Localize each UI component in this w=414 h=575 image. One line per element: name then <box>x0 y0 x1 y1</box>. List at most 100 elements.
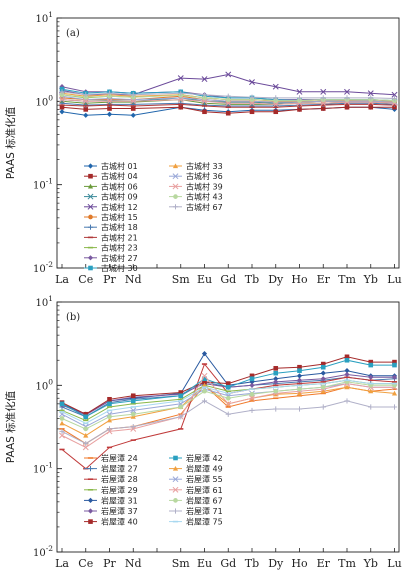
data-point <box>392 362 397 368</box>
legend-label: 古城村 21 <box>101 232 138 242</box>
legend-entry: 古城村 27 <box>84 253 138 263</box>
data-point <box>130 98 137 105</box>
data-point <box>392 104 397 110</box>
legend-entry: 岩屋潭 27 <box>84 464 138 474</box>
data-point <box>130 92 136 98</box>
legend-label: 岩屋潭 49 <box>186 464 223 474</box>
data-point <box>320 370 326 376</box>
legend-swatch-marker <box>87 255 94 261</box>
panel-label: (a) <box>66 28 80 39</box>
legend-entry: 岩屋潭 42 <box>169 453 223 463</box>
x-tick-label-tm: Tm <box>338 273 356 286</box>
series-line <box>61 95 395 103</box>
data-point <box>225 97 231 102</box>
data-point <box>202 95 207 101</box>
data-point <box>201 102 208 108</box>
legend-swatch-marker <box>87 163 94 169</box>
legend-swatch-marker <box>87 224 94 230</box>
data-point <box>202 379 207 385</box>
y-tick-base: 10 <box>33 181 46 192</box>
legend-entry: 古城村 36 <box>169 171 223 181</box>
x-tick-label-nd: Nd <box>125 557 142 570</box>
data-point <box>201 372 208 379</box>
data-point <box>178 404 184 410</box>
x-tick-label-tb: Tb <box>245 557 259 570</box>
data-point <box>130 112 136 118</box>
x-tick-label-la: La <box>55 557 69 570</box>
legend-entry: 古城村 43 <box>169 192 223 202</box>
data-point <box>249 100 255 107</box>
x-tick-label-ho: Ho <box>291 273 308 286</box>
data-point <box>296 406 303 412</box>
data-point <box>297 364 302 370</box>
legend-entry: 岩屋潭 37 <box>84 506 138 516</box>
series-line <box>61 379 395 424</box>
data-point <box>367 90 374 97</box>
series-a-1 <box>59 104 397 116</box>
legend-label: 岩屋潭 31 <box>101 495 138 505</box>
data-point <box>225 384 231 390</box>
data-point <box>106 98 113 105</box>
legend-swatch-marker <box>172 173 179 180</box>
data-point <box>249 395 255 402</box>
data-point <box>344 368 350 374</box>
y-tick-label: 10-1 <box>33 461 53 476</box>
y-tick-label: 10-2 <box>33 544 53 559</box>
data-point <box>178 90 184 96</box>
data-point <box>391 390 398 396</box>
data-point <box>59 420 65 426</box>
data-point <box>59 109 65 115</box>
x-tick-label-sm: Sm <box>172 273 191 286</box>
data-point <box>107 93 112 99</box>
data-point <box>202 388 207 394</box>
y-tick-base: 10 <box>33 548 46 559</box>
series-line <box>61 103 395 108</box>
data-point <box>272 83 279 90</box>
legend-entry: 岩屋潭 40 <box>84 517 138 527</box>
data-point <box>344 95 350 101</box>
y-tick-label: 101 <box>35 294 53 309</box>
data-point <box>296 95 303 101</box>
data-point <box>249 109 255 115</box>
x-tick-label-ce: Ce <box>78 557 93 570</box>
legend-label: 岩屋潭 67 <box>186 495 223 505</box>
data-point <box>344 371 350 378</box>
x-tick-label-lu: Lu <box>387 557 401 570</box>
legend-swatch-marker <box>88 519 93 524</box>
series-a-13 <box>59 96 398 108</box>
data-point <box>225 411 231 417</box>
x-tick-label-yb: Yb <box>363 557 378 570</box>
legend-label: 古城村 18 <box>101 222 138 232</box>
data-point <box>273 370 279 376</box>
legend-label: 古城村 36 <box>186 171 223 181</box>
data-point <box>178 393 184 399</box>
series-line <box>61 400 395 445</box>
legend-swatch-marker <box>172 486 179 493</box>
legend-entry: 古城村 04 <box>84 171 138 181</box>
series-line <box>61 356 395 415</box>
y-tick-base: 10 <box>33 465 46 476</box>
data-point <box>130 423 136 430</box>
legend-entry: 古城村 30 <box>84 263 138 273</box>
data-point <box>391 95 398 102</box>
data-point <box>297 368 302 373</box>
data-point <box>82 444 89 451</box>
data-point <box>201 351 208 357</box>
series-line <box>61 94 395 102</box>
x-tick-label-er: Er <box>317 273 331 286</box>
x-tick-label-dy: Dy <box>268 273 284 286</box>
y-tick-base: 10 <box>35 381 48 392</box>
data-point <box>178 414 184 420</box>
legend-entry: 古城村 01 <box>84 161 138 171</box>
legend-entry: 古城村 18 <box>84 222 138 232</box>
data-point <box>59 401 65 407</box>
legend-swatch-marker <box>172 508 179 514</box>
series-line <box>61 99 395 105</box>
legend-entry: 岩屋潭 24 <box>84 453 138 463</box>
x-tick-label-yb: Yb <box>363 273 378 286</box>
data-point <box>391 91 398 98</box>
y-tick-exponent: 0 <box>48 377 53 386</box>
legend-swatch-marker <box>172 476 179 483</box>
y-tick-base: 10 <box>35 97 48 108</box>
